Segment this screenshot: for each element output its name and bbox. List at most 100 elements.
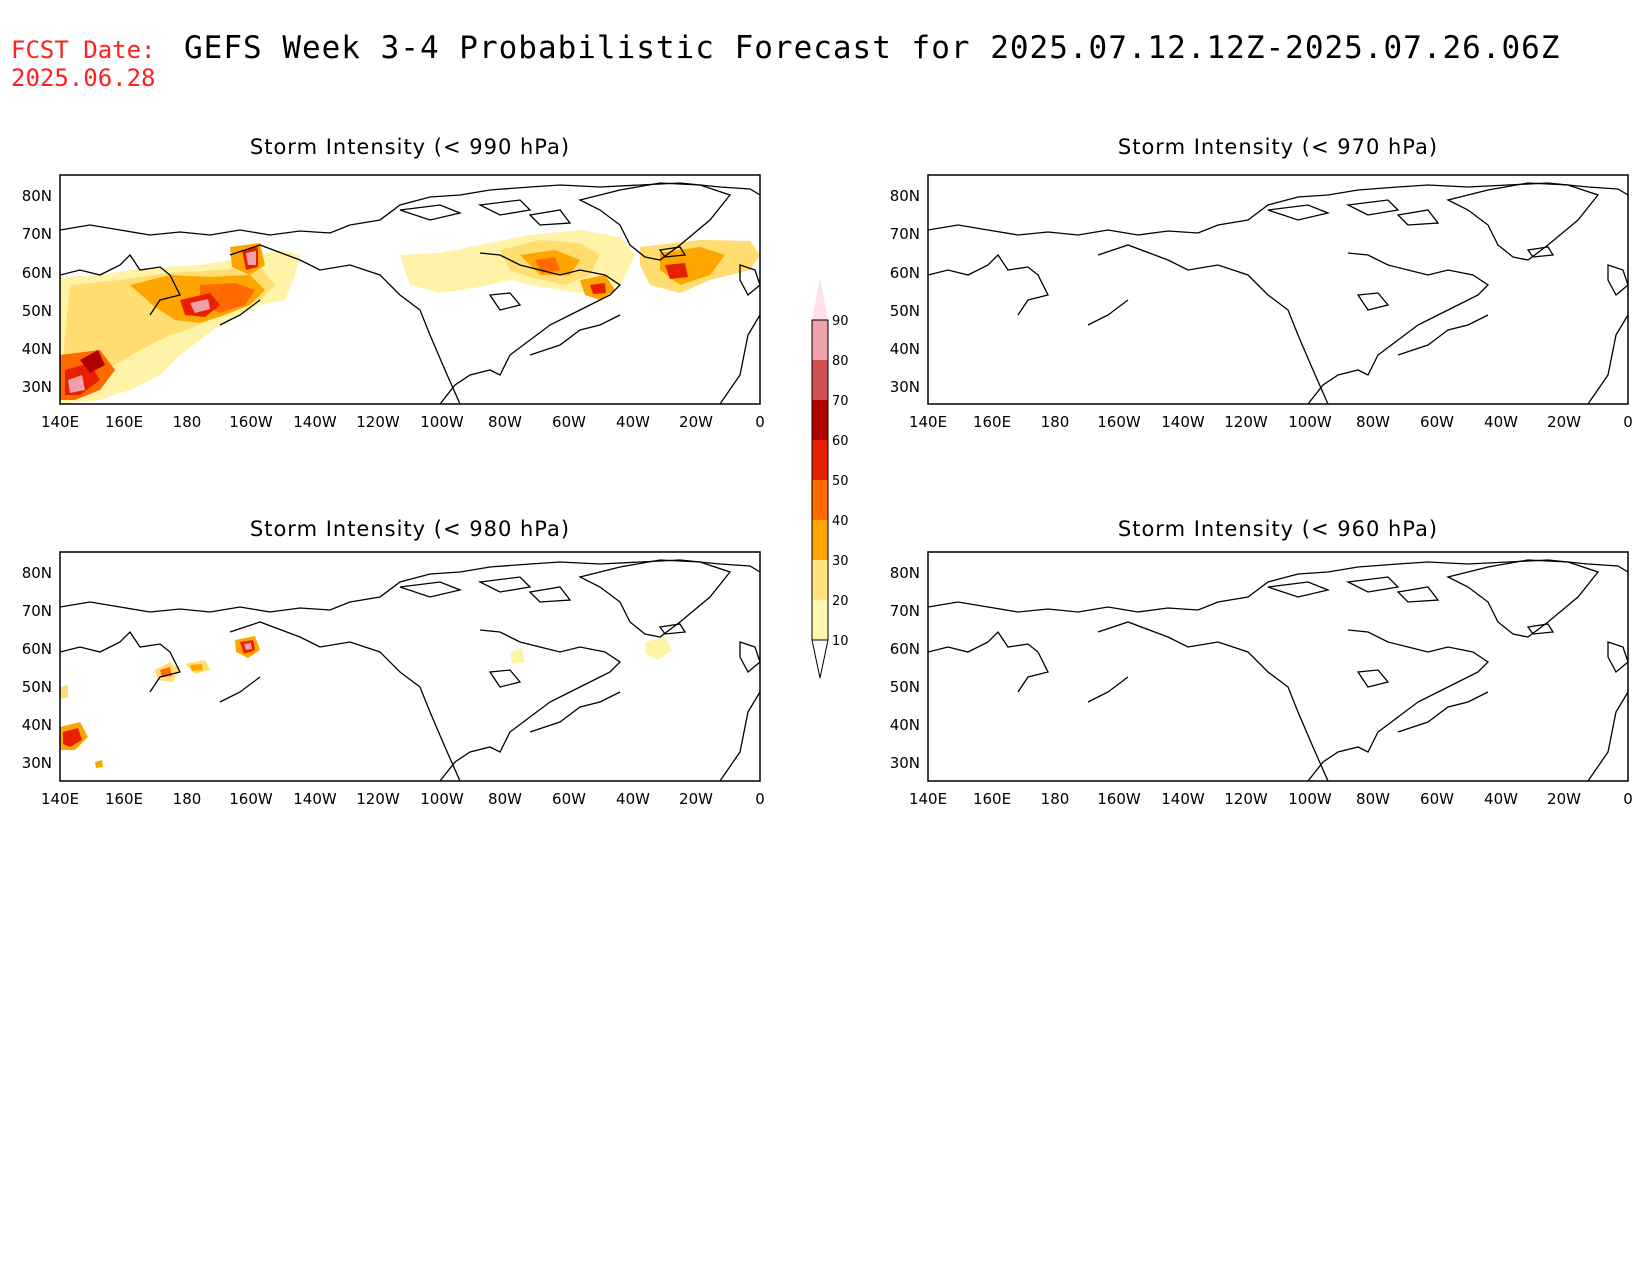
colorbar-label: 50 <box>832 474 849 489</box>
lat-tick-label: 60N <box>890 264 920 282</box>
lat-tick-label: 30N <box>890 378 920 396</box>
panel-980: Storm Intensity (< 980 hPa) <box>22 517 765 808</box>
lon-tick-label: 40W <box>616 413 650 431</box>
lon-tick-label: 0 <box>755 790 765 808</box>
lon-tick-label: 180 <box>1041 413 1070 431</box>
panel-title: Storm Intensity (< 980 hPa) <box>250 517 570 541</box>
colorbar-label: 40 <box>832 514 849 529</box>
lat-tick-label: 80N <box>890 564 920 582</box>
lon-axis: 140E 160E 180 160W 140W 120W 100W 80W 60… <box>41 790 765 808</box>
main-title: GEFS Week 3-4 Probabilistic Forecast for… <box>184 30 1561 66</box>
lon-tick-label: 40W <box>616 790 650 808</box>
lon-tick-label: 60W <box>552 413 586 431</box>
lon-tick-label: 160E <box>973 790 1011 808</box>
lat-tick-label: 40N <box>22 716 52 734</box>
lon-tick-label: 140E <box>41 790 79 808</box>
lat-tick-label: 80N <box>890 187 920 205</box>
panel-990: Storm Intensity (< 990 hPa) <box>22 135 765 431</box>
lon-tick-label: 20W <box>679 413 713 431</box>
colorbar-swatch <box>812 480 828 520</box>
lon-tick-label: 140W <box>1161 790 1205 808</box>
colorbar-swatch <box>812 360 828 400</box>
panel-title: Storm Intensity (< 970 hPa) <box>1118 135 1438 159</box>
map-frame <box>927 551 1629 782</box>
colorbar-label: 30 <box>832 554 849 569</box>
lon-tick-label: 160E <box>105 790 143 808</box>
colorbar-label: 10 <box>832 634 849 649</box>
lon-tick-label: 80W <box>1356 790 1390 808</box>
lat-tick-label: 40N <box>890 340 920 358</box>
lat-tick-label: 30N <box>22 378 52 396</box>
lat-axis: 80N 70N 60N 50N 40N 30N <box>22 564 52 772</box>
colorbar-bottom-triangle <box>811 639 829 679</box>
lat-tick-label: 40N <box>22 340 52 358</box>
colorbar-label: 90 <box>832 314 849 329</box>
lon-tick-label: 20W <box>1547 790 1581 808</box>
lat-tick-label: 80N <box>22 564 52 582</box>
coastlines <box>60 559 760 781</box>
map-frame <box>927 174 1629 405</box>
colorbar-swatch <box>812 560 828 600</box>
colorbar-label: 20 <box>832 594 849 609</box>
coastlines <box>928 182 1628 404</box>
lon-tick-label: 0 <box>1623 413 1633 431</box>
lon-axis: 140E 160E 180 160W 140W 120W 100W 80W 60… <box>41 413 765 431</box>
lat-tick-label: 70N <box>890 602 920 620</box>
lon-tick-label: 100W <box>1288 790 1332 808</box>
lat-tick-label: 50N <box>890 302 920 320</box>
panel-title: Storm Intensity (< 960 hPa) <box>1118 517 1438 541</box>
lat-tick-label: 70N <box>22 225 52 243</box>
lon-tick-label: 20W <box>1547 413 1581 431</box>
lat-tick-label: 30N <box>890 754 920 772</box>
probability-shading <box>60 230 760 404</box>
lon-tick-label: 160W <box>229 790 273 808</box>
lat-tick-label: 30N <box>22 754 52 772</box>
coastlines <box>928 559 1628 781</box>
lon-tick-label: 160W <box>1097 790 1141 808</box>
lat-tick-label: 50N <box>22 678 52 696</box>
lon-tick-label: 160W <box>229 413 273 431</box>
panel-970: Storm Intensity (< 970 hPa) 80N <box>890 135 1633 431</box>
colorbar-label: 70 <box>832 394 849 409</box>
lat-tick-label: 50N <box>890 678 920 696</box>
lon-tick-label: 20W <box>679 790 713 808</box>
lat-axis: 80N 70N 60N 50N 40N 30N <box>890 187 920 396</box>
lon-tick-label: 100W <box>1288 413 1332 431</box>
lon-tick-label: 160W <box>1097 413 1141 431</box>
lon-tick-label: 140E <box>41 413 79 431</box>
lon-tick-label: 80W <box>488 790 522 808</box>
lon-tick-label: 140W <box>1161 413 1205 431</box>
colorbar-swatch <box>812 440 828 480</box>
colorbar-swatch <box>812 600 828 640</box>
lon-tick-label: 140E <box>909 413 947 431</box>
lon-axis: 140E 160E 180 160W 140W 120W 100W 80W 60… <box>909 413 1633 431</box>
lat-tick-label: 80N <box>22 187 52 205</box>
lon-tick-label: 180 <box>173 790 202 808</box>
lon-tick-label: 80W <box>1356 413 1390 431</box>
panel-960: Storm Intensity (< 960 hPa) 80N <box>890 517 1633 808</box>
map-frame <box>59 174 761 405</box>
lon-tick-label: 160E <box>973 413 1011 431</box>
lat-tick-label: 60N <box>22 640 52 658</box>
lat-tick-label: 70N <box>22 602 52 620</box>
lon-tick-label: 140W <box>293 413 337 431</box>
lon-tick-label: 40W <box>1484 790 1518 808</box>
lon-tick-label: 40W <box>1484 413 1518 431</box>
lon-tick-label: 140W <box>293 790 337 808</box>
lat-tick-label: 60N <box>22 264 52 282</box>
lon-tick-label: 100W <box>420 413 464 431</box>
lon-axis: 140E 160E 180 160W 140W 120W 100W 80W 60… <box>909 790 1633 808</box>
lon-tick-label: 180 <box>173 413 202 431</box>
colorbar-swatch <box>812 400 828 440</box>
map-frame <box>59 551 761 782</box>
colorbar-frame <box>811 319 829 641</box>
lon-tick-label: 100W <box>420 790 464 808</box>
colorbar-label: 60 <box>832 434 849 449</box>
colorbar-top-triangle <box>812 278 828 320</box>
lon-tick-label: 120W <box>1224 790 1268 808</box>
lat-tick-label: 70N <box>890 225 920 243</box>
lat-tick-label: 50N <box>22 302 52 320</box>
lon-tick-label: 140E <box>909 790 947 808</box>
forecast-date-block: FCST Date: 2025.06.28 <box>11 36 156 92</box>
